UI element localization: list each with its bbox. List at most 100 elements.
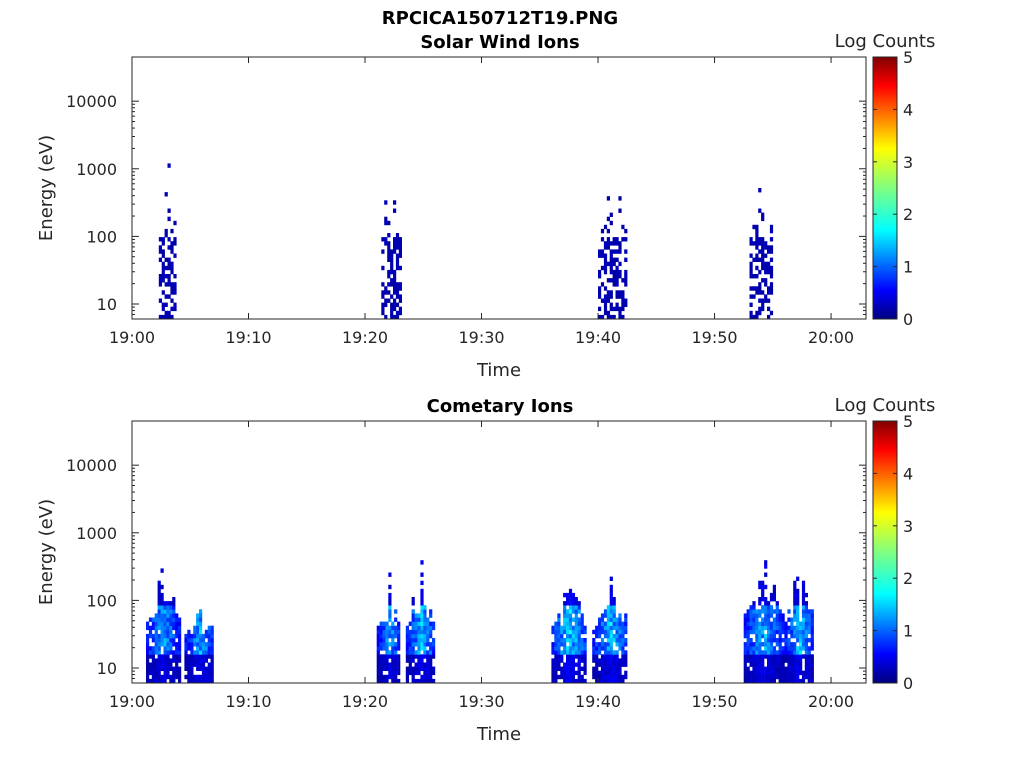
heatmap-cell — [175, 617, 179, 622]
heatmap-cell — [775, 666, 779, 671]
colorbar-tick-label: 5 — [903, 48, 913, 67]
colorbar-tick-label: 0 — [903, 674, 913, 693]
heatmap-cell — [603, 224, 608, 230]
heatmap-cell — [577, 662, 581, 667]
heatmap-cell — [151, 621, 155, 626]
heatmap-cell — [382, 633, 386, 639]
heatmap-cell — [810, 666, 814, 671]
heatmap-cell — [432, 621, 436, 626]
heatmap-cell — [609, 294, 613, 299]
heatmap-cell — [385, 650, 389, 655]
heatmap-cell — [767, 633, 771, 639]
heatmap-cell — [787, 674, 791, 680]
heatmap-cell — [148, 670, 153, 676]
heatmap-cell — [178, 670, 182, 676]
heatmap-cell — [417, 629, 421, 635]
heatmap-cell — [423, 621, 427, 626]
heatmap-cell — [609, 597, 613, 602]
heatmap-cell — [420, 629, 424, 635]
heatmap-cell — [787, 629, 791, 635]
heatmap-cell — [621, 674, 625, 680]
heatmap-cell — [201, 662, 206, 667]
heatmap-cell — [571, 662, 575, 667]
heatmap-cell — [778, 670, 782, 676]
heatmap-cell — [810, 654, 814, 659]
heatmap-cell — [790, 674, 794, 680]
heatmap-cell — [598, 294, 602, 299]
heatmap-cell — [157, 617, 161, 622]
heatmap-cell — [804, 613, 808, 618]
heatmap-cell — [769, 638, 774, 643]
heatmap-cell — [563, 613, 567, 618]
heatmap-cell — [571, 638, 575, 643]
heatmap-cell — [612, 674, 616, 680]
heatmap-cell — [163, 642, 167, 647]
heatmap-cell — [615, 678, 619, 684]
heatmap-cell — [160, 617, 164, 622]
heatmap-cell — [615, 617, 619, 622]
heatmap-cell — [758, 613, 762, 618]
heatmap-cell — [758, 650, 762, 655]
heatmap-cell — [157, 592, 161, 598]
heatmap-cell — [408, 629, 412, 635]
heatmap-cell — [146, 638, 150, 643]
heatmap-cell — [163, 670, 167, 676]
heatmap-cell — [621, 678, 625, 684]
heatmap-cell — [566, 625, 570, 631]
heatmap-cell — [210, 625, 214, 631]
heatmap-cell — [577, 617, 581, 622]
heatmap-cell — [210, 633, 214, 639]
heatmap-cell — [790, 678, 794, 684]
heatmap-cell — [169, 678, 173, 684]
heatmap-cell — [429, 670, 433, 676]
heatmap-cell — [624, 249, 628, 254]
heatmap-cell — [618, 662, 622, 667]
heatmap-cell — [167, 245, 171, 250]
heatmap-cell — [160, 597, 164, 602]
heatmap-cell — [769, 654, 774, 659]
heatmap-cell — [187, 674, 191, 680]
heatmap-cell — [395, 257, 400, 262]
heatmap-cell — [624, 625, 628, 631]
heatmap-cell — [574, 609, 578, 614]
heatmap-cell — [554, 646, 558, 651]
heatmap-cell — [772, 592, 776, 598]
heatmap-cell — [173, 237, 177, 242]
heatmap-cell — [201, 666, 206, 671]
heatmap-cell — [417, 658, 421, 663]
heatmap-cell — [173, 241, 177, 246]
heatmap-cell — [429, 629, 433, 635]
heatmap-cell — [781, 666, 785, 671]
heatmap-cell — [767, 666, 771, 671]
heatmap-cell — [160, 662, 164, 667]
heatmap-cell — [769, 245, 774, 250]
heatmap-cell — [796, 629, 800, 635]
heatmap-cell — [600, 625, 605, 631]
heatmap-cell — [761, 609, 765, 614]
heatmap-cell — [146, 678, 150, 684]
heatmap-cell — [170, 286, 174, 291]
heatmap-cell — [193, 654, 197, 659]
heatmap-cell — [615, 625, 619, 631]
heatmap-cell — [784, 678, 788, 684]
cometary-xlabel: Time — [476, 724, 521, 745]
heatmap-cell — [600, 265, 605, 271]
heatmap-cell — [178, 658, 182, 663]
heatmap-cell — [801, 670, 806, 676]
heatmap-cell — [395, 314, 400, 320]
heatmap-cell — [172, 638, 176, 643]
heatmap-cell — [382, 658, 386, 663]
heatmap-cell — [609, 601, 613, 606]
heatmap-cell — [395, 241, 400, 246]
heatmap-cell — [755, 237, 759, 242]
heatmap-cell — [376, 662, 380, 667]
heatmap-cell — [746, 621, 750, 626]
heatmap-cell — [148, 666, 153, 671]
heatmap-cell — [603, 678, 608, 684]
heatmap-cell — [391, 674, 395, 680]
heatmap-cell — [557, 662, 561, 667]
heatmap-cell — [157, 605, 161, 610]
heatmap-cell — [775, 625, 779, 631]
heatmap-cell — [190, 633, 194, 639]
heatmap-cell — [554, 674, 558, 680]
